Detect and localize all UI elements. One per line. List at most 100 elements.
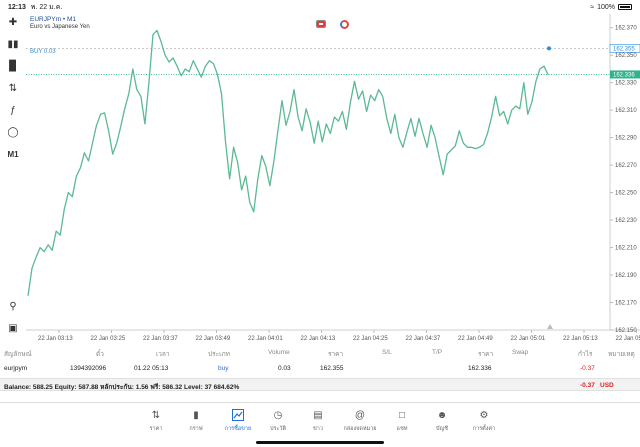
- x-tick-label: 22 Jan 03:37: [143, 336, 178, 342]
- y-tick-label: 162.150: [615, 328, 637, 334]
- objects-icon[interactable]: ◯: [7, 126, 19, 138]
- x-tick-label: 22 Jan 05:25: [616, 336, 640, 342]
- x-tick-label: 22 Jan 03:49: [196, 336, 231, 342]
- price-series-line: [27, 29, 549, 296]
- nav-settings[interactable]: ⚙ การตั้งค่า: [464, 408, 504, 433]
- col-time: เวลา: [156, 351, 170, 358]
- nav-chart[interactable]: ▮ กราฟ: [176, 408, 216, 433]
- status-time: 12:13: [8, 3, 26, 11]
- total-profit: -0.37: [580, 382, 595, 389]
- nav-history[interactable]: ◷ ประวัติ: [258, 408, 298, 433]
- trade-icon: [231, 408, 245, 422]
- mailbox-icon: @: [354, 409, 366, 421]
- col-current-price: ราคา: [478, 351, 494, 358]
- account-currency: USD: [600, 382, 614, 389]
- x-tick-label: 22 Jan 05:13: [563, 336, 598, 342]
- chart-symbol-title: EURJPYm • M1: [30, 16, 76, 23]
- x-tick-label: 22 Jan 04:49: [458, 336, 493, 342]
- candles-icon[interactable]: ▮▮: [7, 38, 19, 50]
- zoom-icon[interactable]: ⚲: [9, 300, 17, 312]
- one-click-trade-icon[interactable]: ▣: [8, 322, 18, 334]
- bid-price-badge: [610, 70, 640, 79]
- y-tick-label: 162.170: [615, 301, 637, 307]
- order-price-badge: [609, 44, 640, 53]
- battery-percent: 100%: [597, 3, 615, 11]
- chart-canvas[interactable]: 162.370 162.350 162.330 162.310 162.290 162.2…: [26, 14, 640, 344]
- y-tick-label: 162.190: [615, 273, 637, 279]
- chart-shift-marker: [547, 324, 553, 329]
- position-profit: -0.37: [580, 365, 595, 372]
- nav-trade-label: การซื้อขาย: [224, 426, 252, 432]
- indicators-icon[interactable]: ⇅: [8, 82, 18, 94]
- position-time: 01.22 05:13: [134, 365, 169, 372]
- nav-history-label: ประวัติ: [269, 426, 287, 432]
- order-marker: [547, 46, 551, 51]
- col-sl: S/L: [382, 349, 392, 356]
- position-ticket: 1394392096: [70, 365, 107, 372]
- nav-account[interactable]: ☻ บัญชี: [422, 408, 462, 433]
- order-price-label: 162.355: [613, 47, 635, 53]
- chat-icon: □: [398, 409, 406, 421]
- nav-account-label: บัญชี: [436, 426, 448, 432]
- chart-subtitle: Euro vs Japanese Yen: [30, 24, 90, 30]
- col-volume: Volume: [268, 349, 290, 356]
- x-tick-label: 22 Jan 04:37: [406, 336, 441, 342]
- x-tick-label: 22 Jan 03:13: [38, 336, 73, 342]
- nav-trade[interactable]: การซื้อขาย: [218, 408, 258, 433]
- x-tick-label: 22 Jan 04:13: [301, 336, 336, 342]
- nav-news-label: ข่าว: [313, 426, 323, 432]
- chart-toolbar: ✚ ▮▮ ▉ ⇅ ƒ ◯ M1 ⚲ ▣: [0, 14, 26, 344]
- nav-quotes[interactable]: ⇅ ราคา: [136, 408, 176, 433]
- positions-header: สัญลักษณ์ ตั๋ว เวลา ประเภท Volume ราคา S…: [0, 346, 640, 360]
- chart-bars-icon: ▮: [193, 409, 199, 421]
- balance-bar: Balance: 588.25 Equity: 587.88 หลักประกั…: [0, 378, 640, 391]
- status-right: ≈ 100%: [590, 4, 632, 11]
- x-tick-label: 22 Jan 05:01: [511, 336, 546, 342]
- settings-icon: ⚙: [479, 409, 489, 421]
- balance-summary: Balance: 588.25 Equity: 587.88 หลักประกั…: [4, 384, 240, 391]
- y-tick-label: 162.250: [615, 191, 637, 197]
- bottom-navigation: ⇅ ราคา ▮ กราฟ การซื้อขาย ◷ ประวัติ ▤ ข่า…: [0, 402, 640, 447]
- nav-chart-label: กราฟ: [189, 426, 203, 432]
- wifi-icon: ≈: [590, 3, 595, 11]
- x-tick-label: 22 Jan 04:25: [353, 336, 388, 342]
- status-bar: 12:13 พ. 22 ม.ค. ≈ 100%: [0, 0, 640, 14]
- col-symbol: สัญลักษณ์: [4, 351, 32, 358]
- nav-mailbox-label: กล่องจดหมาย: [343, 426, 377, 432]
- function-icon[interactable]: ƒ: [10, 104, 16, 116]
- nav-news[interactable]: ▤ ข่าว: [298, 408, 338, 433]
- col-tp: T/P: [432, 349, 443, 356]
- bid-price-label: 162.336: [613, 73, 635, 79]
- nav-settings-label: การตั้งค่า: [472, 426, 496, 432]
- quotes-arrows-icon: ⇅: [151, 409, 161, 421]
- position-row[interactable]: eurjpym 1394392096 01.22 05:13 buy 0.03 …: [0, 362, 640, 376]
- y-tick-label: 162.210: [615, 246, 637, 252]
- nav-mailbox[interactable]: @ กล่องจดหมาย: [340, 408, 380, 433]
- col-profit: กำไร: [578, 351, 593, 358]
- y-tick-label: 162.370: [615, 26, 637, 32]
- y-tick-label: 162.270: [615, 163, 637, 169]
- col-swap: Swap: [512, 349, 529, 356]
- y-tick-label: 162.350: [615, 53, 637, 59]
- y-tick-label: 162.330: [615, 81, 637, 87]
- account-icon: ☻: [436, 409, 448, 421]
- nav-chat[interactable]: □ แชท: [382, 408, 422, 433]
- depth-of-market-icon[interactable]: [340, 20, 349, 29]
- position-current-price: 162.336: [468, 365, 492, 372]
- position-symbol: eurjpym: [4, 365, 28, 372]
- x-tick-label: 22 Jan 03:25: [91, 336, 126, 342]
- y-tick-label: 162.310: [615, 108, 637, 114]
- bar-chart-icon[interactable]: ▉: [9, 60, 17, 72]
- col-comment: หมายเหตุ: [608, 351, 635, 358]
- price-chart[interactable]: 162.370 162.350 162.330 162.310 162.290 162.2…: [26, 14, 640, 344]
- position-type: buy: [218, 365, 229, 372]
- y-tick-label: 162.230: [615, 218, 637, 224]
- news-icon: ▤: [313, 409, 323, 421]
- battery-icon: [618, 4, 632, 10]
- order-line-label[interactable]: BUY 0.03: [30, 49, 56, 55]
- position-volume: 0.03: [278, 365, 291, 372]
- position-open-price: 162.355: [320, 365, 344, 372]
- trade-panel-icon[interactable]: [316, 20, 326, 28]
- timeframe-button[interactable]: M1: [7, 149, 19, 159]
- crosshair-icon[interactable]: ✚: [8, 16, 18, 28]
